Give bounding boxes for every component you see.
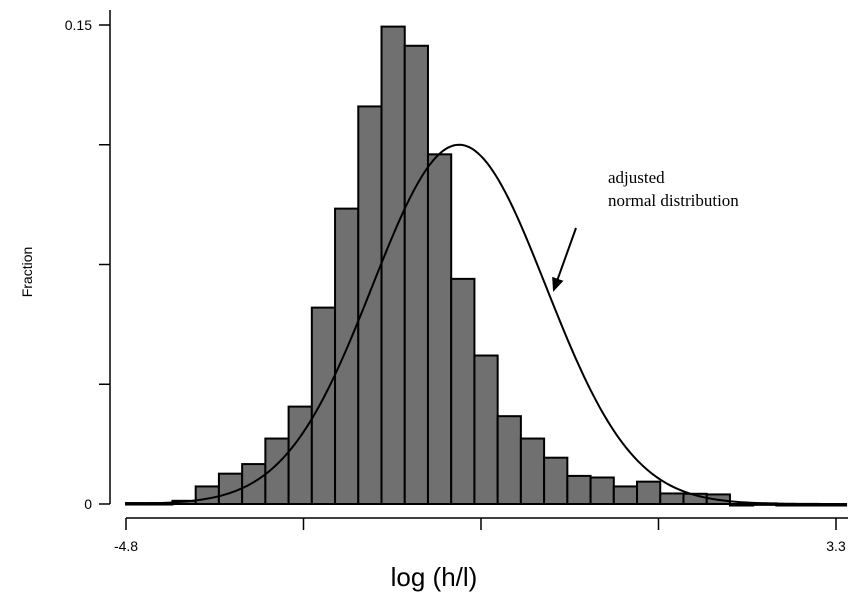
x-tick-label: 3.3 bbox=[826, 538, 846, 554]
y-tick-label: 0 bbox=[84, 496, 92, 512]
histogram-bar bbox=[450, 277, 476, 505]
normal-curve bbox=[125, 143, 836, 505]
histogram-bar bbox=[287, 405, 313, 506]
x-axis-title: log (h/l) bbox=[391, 562, 478, 592]
histogram-bar bbox=[357, 105, 383, 506]
histogram-bar bbox=[612, 485, 639, 506]
histogram-bars bbox=[125, 25, 848, 507]
y-axis-title: Fraction bbox=[19, 247, 35, 298]
histogram-bar bbox=[241, 463, 267, 505]
histogram-bar bbox=[194, 485, 220, 506]
annotation-line-2: normal distribution bbox=[608, 191, 739, 210]
histogram-bar bbox=[403, 44, 429, 505]
axis-labels: 0 0.15 -4.8 3.3 bbox=[65, 17, 846, 554]
histogram-bar bbox=[519, 437, 546, 506]
annotation: adjusted normal distribution bbox=[552, 168, 739, 292]
histogram-bar bbox=[636, 480, 662, 505]
annotation-arrow bbox=[552, 227, 577, 292]
histogram-bar bbox=[426, 153, 453, 506]
axes bbox=[99, 10, 848, 530]
histogram-bar bbox=[589, 476, 615, 505]
histogram-bar bbox=[566, 474, 592, 505]
histogram-bar bbox=[380, 25, 406, 505]
histogram-bar bbox=[334, 207, 360, 505]
y-tick-label: 0.15 bbox=[65, 17, 92, 33]
annotation-line-1: adjusted bbox=[608, 168, 665, 187]
histogram-bar bbox=[496, 415, 522, 505]
histogram-bar bbox=[473, 354, 499, 506]
histogram-bar bbox=[543, 456, 569, 506]
x-tick-label: -4.8 bbox=[114, 538, 138, 554]
histogram-bar bbox=[659, 492, 685, 505]
histogram-bar bbox=[310, 306, 337, 505]
histogram-bar bbox=[728, 503, 755, 507]
